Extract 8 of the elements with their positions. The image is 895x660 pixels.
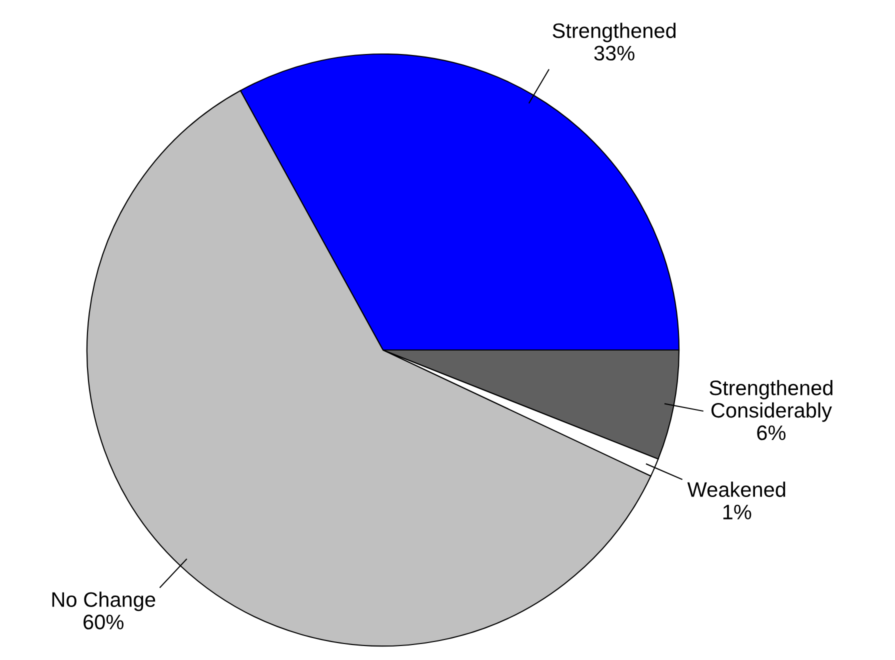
slice-label: No Change: [52, 592, 156, 612]
slice-label: Strengthened: [552, 22, 676, 42]
data-label: 6%: [757, 425, 786, 440]
slice-label: Weakened: [687, 482, 786, 497]
data-label: 60%: [84, 614, 124, 630]
data-label: 33%: [594, 46, 634, 61]
data-label: 1%: [723, 504, 752, 520]
slice-label: Strengthened Considerably: [710, 380, 832, 422]
